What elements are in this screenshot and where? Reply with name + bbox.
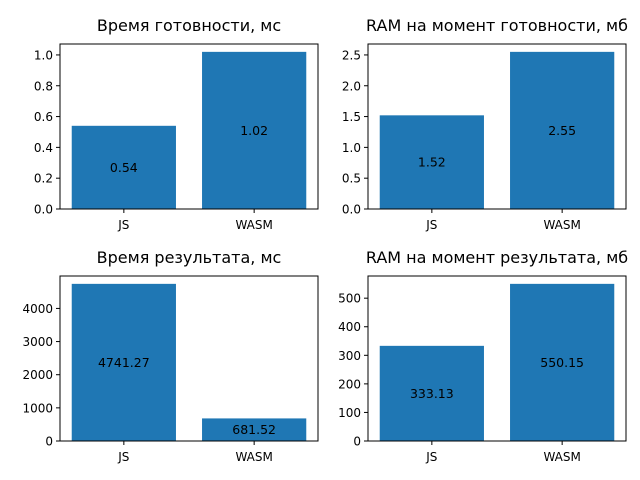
- y-tick-label: 1.5: [342, 110, 361, 124]
- x-tick-label: WASM: [235, 450, 272, 464]
- x-tick-label: JS: [425, 450, 437, 464]
- x-tick-label: WASM: [543, 218, 580, 232]
- chart-panel-3: 4741.27 JS 681.52 WASM 0 1000 2000 3000 4000 Врем…: [22, 248, 319, 464]
- bar-js: [379, 115, 484, 209]
- y-tick-label: 0.4: [34, 141, 53, 155]
- bar-js: [71, 125, 176, 209]
- data-label: 4741.27: [98, 355, 150, 370]
- data-label: 681.52: [232, 422, 276, 437]
- y-tick-label: 0: [353, 435, 361, 449]
- axes-frame: [367, 275, 627, 442]
- bar-wasm: [202, 418, 307, 441]
- x-tick-label: JS: [117, 450, 129, 464]
- y-tick-label: 1.0: [342, 141, 361, 155]
- x-tick-label: WASM: [235, 218, 272, 232]
- bar-js: [379, 345, 484, 441]
- y-tick-label: 1000: [22, 401, 53, 415]
- bar-wasm: [510, 51, 615, 209]
- axes-frame: [367, 43, 627, 210]
- data-label: 333.13: [410, 386, 454, 401]
- x-tick-label: JS: [117, 218, 129, 232]
- y-tick-label: 400: [338, 320, 361, 334]
- chart-panel-2: 1.52 JS 2.55 WASM 0.0 0.5 1.0 1.5 2.0 2.5 RAM на м…: [342, 16, 628, 232]
- y-tick-label: 0.0: [342, 203, 361, 217]
- axes-frame: [59, 275, 319, 442]
- axes-frame: [59, 43, 319, 210]
- data-label: 0.54: [110, 160, 138, 175]
- y-tick-label: 0.0: [34, 203, 53, 217]
- bar-js: [71, 283, 176, 441]
- data-label: 550.15: [540, 355, 584, 370]
- chart-title: RAM на момент готовности, мб: [366, 16, 628, 35]
- data-label: 1.52: [418, 155, 446, 170]
- y-tick-label: 3000: [22, 335, 53, 349]
- y-tick-label: 2.5: [342, 48, 361, 62]
- y-tick-label: 2.0: [342, 79, 361, 93]
- y-tick-label: 0.8: [34, 79, 53, 93]
- bar-wasm: [202, 51, 307, 209]
- data-label: 1.02: [240, 123, 268, 138]
- chart-title: Время результата, мс: [97, 248, 282, 267]
- y-tick-label: 300: [338, 349, 361, 363]
- y-tick-label: 0.6: [34, 110, 53, 124]
- chart-title: RAM на момент результата, мб: [366, 248, 628, 267]
- y-tick-label: 1.0: [34, 48, 53, 62]
- y-tick-label: 2000: [22, 368, 53, 382]
- chart-title: Время готовности, мс: [97, 16, 281, 35]
- y-tick-label: 0: [45, 435, 53, 449]
- x-tick-label: JS: [425, 218, 437, 232]
- y-tick-label: 4000: [22, 302, 53, 316]
- y-tick-label: 200: [338, 377, 361, 391]
- chart-panel-4: 333.13 JS 550.15 WASM 0 100 200 300 400 500 RAM на…: [338, 248, 628, 464]
- y-tick-label: 0.2: [34, 172, 53, 186]
- y-tick-label: 500: [338, 292, 361, 306]
- bar-wasm: [510, 283, 615, 441]
- x-tick-label: WASM: [543, 450, 580, 464]
- y-tick-label: 100: [338, 406, 361, 420]
- y-tick-label: 0.5: [342, 172, 361, 186]
- chart-panel-1: 0.54 JS 1.02 WASM 0.0 0.2 0.4 0.6 0.8 1.0 Время го…: [34, 16, 319, 232]
- data-label: 2.55: [548, 123, 576, 138]
